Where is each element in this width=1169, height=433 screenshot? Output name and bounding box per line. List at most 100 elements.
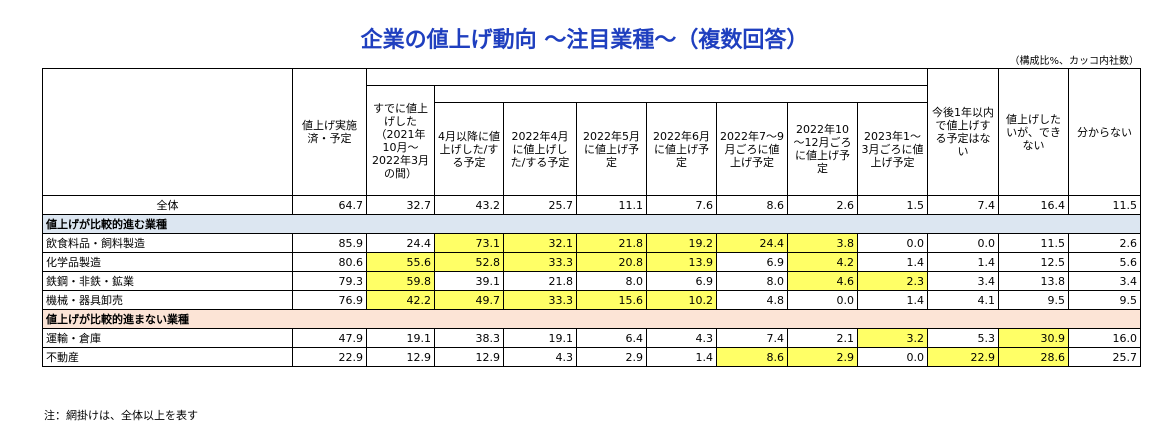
cell: 5.3 <box>927 328 999 348</box>
cell: 73.1 <box>434 233 504 253</box>
cell: 28.6 <box>998 347 1069 367</box>
data-row: 不動産 22.9 12.9 12.9 4.3 2.9 1.4 8.6 2.9 0.0 22.9 28.… <box>42 347 1141 367</box>
cell: 55.6 <box>366 252 435 272</box>
cell: 13.9 <box>646 252 717 272</box>
cell: 64.7 <box>292 195 367 215</box>
cell: 8.0 <box>716 271 788 291</box>
cell: 3.4 <box>927 271 999 291</box>
cell: 1.5 <box>857 195 928 215</box>
cell: 21.8 <box>503 271 577 291</box>
section-label: 値上げが比較的進まない業種 <box>42 309 1141 329</box>
row-label: 飲食料品・飼料製造 <box>42 233 293 253</box>
cell: 25.7 <box>1068 347 1141 367</box>
cell: 16.4 <box>998 195 1069 215</box>
header-cell: 値上げしたいが、できない <box>998 68 1069 196</box>
cell: 76.9 <box>292 290 367 310</box>
cell: 11.5 <box>1068 195 1141 215</box>
header-cell: すでに値上げした（2021年10月～2022年3月の間） <box>366 85 435 196</box>
cell: 9.5 <box>998 290 1069 310</box>
cell: 4.8 <box>716 290 788 310</box>
cell: 52.8 <box>434 252 504 272</box>
header-group <box>434 85 928 103</box>
cell: 25.7 <box>503 195 577 215</box>
cell: 9.5 <box>1068 290 1141 310</box>
cell: 0.0 <box>857 233 928 253</box>
row-label: 不動産 <box>42 347 293 367</box>
data-row: 運輸・倉庫 47.9 19.1 38.3 19.1 6.4 4.3 7.4 2.1 3.2 5.3 3… <box>42 328 1141 348</box>
data-row: 鉄鋼・非鉄・鉱業 79.3 59.8 39.1 21.8 8.0 6.9 8.0 4.6 2.3 3… <box>42 271 1141 291</box>
footnote: 注：網掛けは、全体以上を表す <box>44 409 198 422</box>
cell: 4.1 <box>927 290 999 310</box>
cell: 47.9 <box>292 328 367 348</box>
cell: 24.4 <box>366 233 435 253</box>
section-label: 値上げが比較的進む業種 <box>42 214 1141 234</box>
cell: 38.3 <box>434 328 504 348</box>
cell: 19.1 <box>366 328 435 348</box>
header-row: 4月以降に値上げした/する予定 2022年4月に値上げした/する予定 2022年5月… <box>43 102 1141 196</box>
cell: 8.0 <box>576 271 647 291</box>
cell: 6.9 <box>646 271 717 291</box>
row-label: 化学品製造 <box>42 252 293 272</box>
cell: 12.9 <box>366 347 435 367</box>
cell: 43.2 <box>434 195 504 215</box>
cell: 2.9 <box>787 347 858 367</box>
section-row: 値上げが比較的進む業種 <box>42 214 1141 234</box>
row-label: 鉄鋼・非鉄・鉱業 <box>42 271 293 291</box>
cell: 0.0 <box>857 347 928 367</box>
cell: 5.6 <box>1068 252 1141 272</box>
corner <box>42 68 293 196</box>
cell: 22.9 <box>292 347 367 367</box>
unit-note: （構成比%、カッコ内社数） <box>1009 56 1139 67</box>
row-label: 機械・器具卸売 <box>42 290 293 310</box>
cell: 0.0 <box>787 290 858 310</box>
cell: 6.9 <box>716 252 788 272</box>
cell: 85.9 <box>292 233 367 253</box>
cell: 7.6 <box>646 195 717 215</box>
header-cell: 2022年5月に値上げ予定 <box>576 102 647 196</box>
cell: 59.8 <box>366 271 435 291</box>
cell: 39.1 <box>434 271 504 291</box>
cell: 30.9 <box>998 328 1069 348</box>
cell: 80.6 <box>292 252 367 272</box>
cell: 49.7 <box>434 290 504 310</box>
cell: 1.4 <box>857 252 928 272</box>
cell: 1.4 <box>927 252 999 272</box>
header-cell: 今後1年以内で値上げする予定はない <box>927 68 999 196</box>
cell: 11.5 <box>998 233 1069 253</box>
row-label: 運輸・倉庫 <box>42 328 293 348</box>
cell: 33.3 <box>503 290 577 310</box>
cell: 33.3 <box>503 252 577 272</box>
cell: 2.6 <box>1068 233 1141 253</box>
row-label: 全体 <box>42 195 293 215</box>
header-cell: 2022年7～9月ごろに値上げ予定 <box>716 102 788 196</box>
cell: 32.7 <box>366 195 435 215</box>
cell: 32.1 <box>503 233 577 253</box>
cell: 3.2 <box>857 328 928 348</box>
cell: 2.1 <box>787 328 858 348</box>
cell: 3.4 <box>1068 271 1141 291</box>
data-row: 機械・器具卸売 76.9 42.2 49.7 33.3 15.6 10.2 4.8 0.0 1.4… <box>42 290 1141 310</box>
cell: 13.8 <box>998 271 1069 291</box>
header-group <box>366 68 928 86</box>
cell: 1.4 <box>646 347 717 367</box>
data-row: 化学品製造 80.6 55.6 52.8 33.3 20.8 13.9 6.9 4.2 1.4 1.… <box>42 252 1141 272</box>
header-cell: 2022年4月に値上げした/する予定 <box>503 102 577 196</box>
table: 値上げ実施済・予定 今後1年以内で値上げする予定はない 値上げしたいが、できない 分か… <box>42 68 1141 367</box>
cell: 19.1 <box>503 328 577 348</box>
cell: 24.4 <box>716 233 788 253</box>
header-cell: 2023年1～3月ごろに値上げ予定 <box>857 102 928 196</box>
cell: 21.8 <box>576 233 647 253</box>
title: 企業の値上げ動向 ～注目業種～（複数回答） <box>360 28 809 53</box>
cell: 42.2 <box>366 290 435 310</box>
cell: 7.4 <box>716 328 788 348</box>
data-row: 飲食料品・飼料製造 85.9 24.4 73.1 32.1 21.8 19.2 24.4 3.8… <box>42 233 1141 253</box>
header-cell: 分からない <box>1068 68 1141 196</box>
cell: 19.2 <box>646 233 717 253</box>
header-cell: 2022年10～12月ごろに値上げ予定 <box>787 102 858 196</box>
cell: 4.6 <box>787 271 858 291</box>
cell: 8.6 <box>716 195 788 215</box>
header-row: すでに値上げした（2021年10月～2022年3月の間） <box>43 85 1141 196</box>
cell: 2.3 <box>857 271 928 291</box>
cell: 15.6 <box>576 290 647 310</box>
